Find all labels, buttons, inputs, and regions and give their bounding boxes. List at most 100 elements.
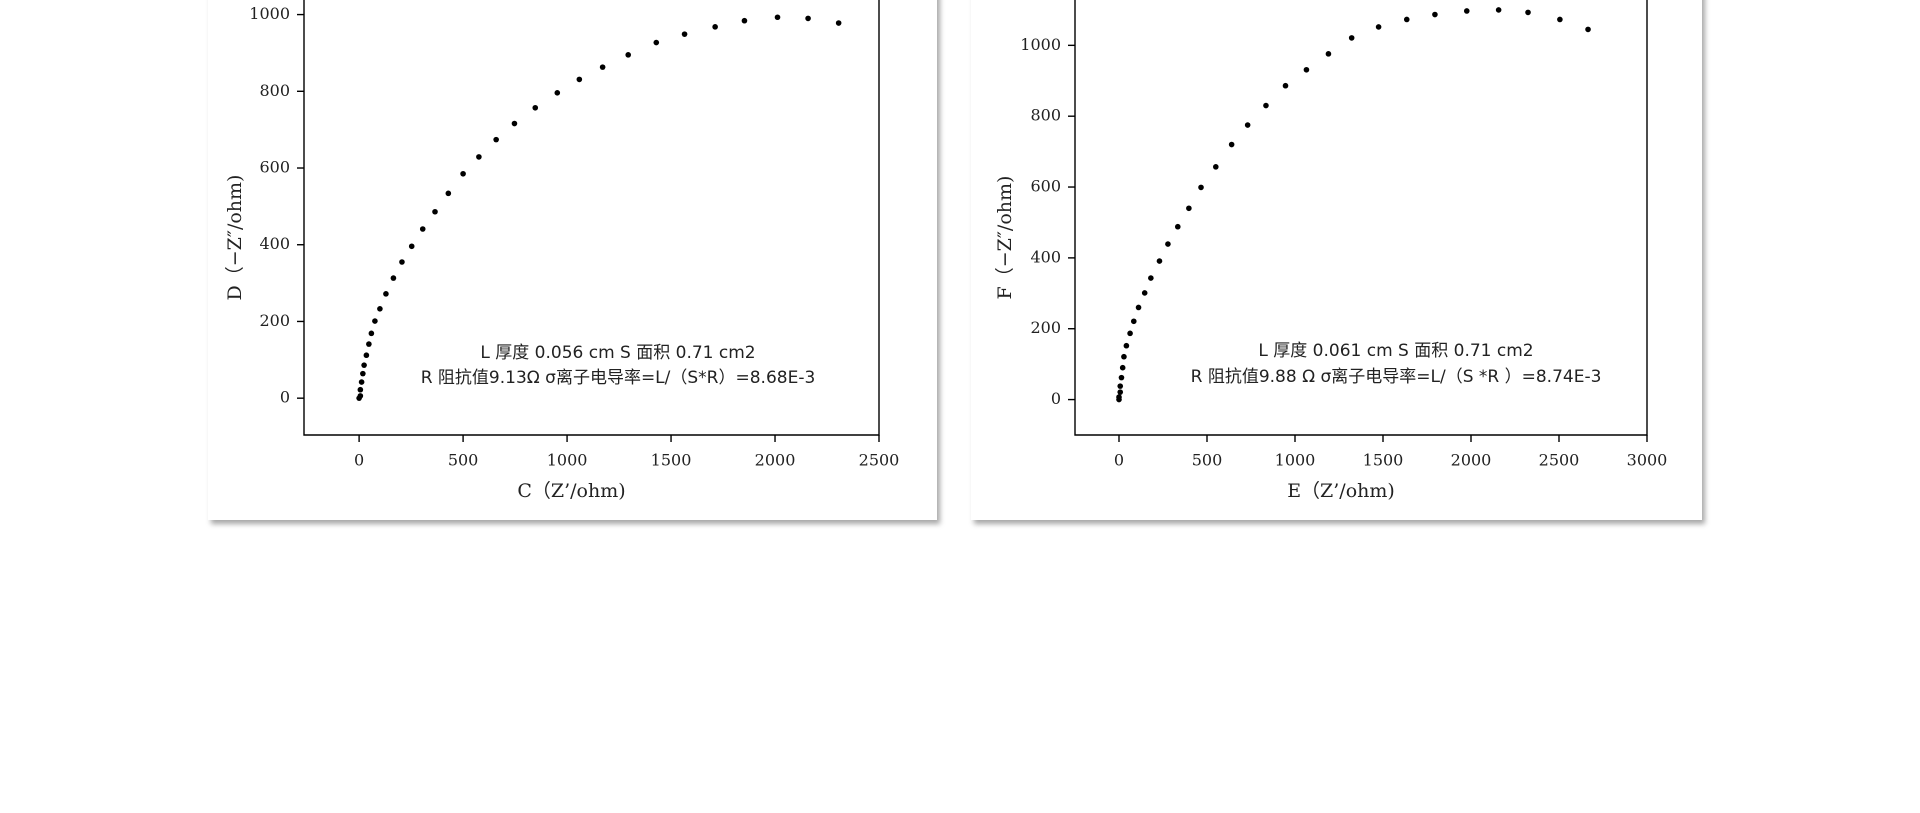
y-tick-label: 600 [1030, 177, 1061, 196]
chart-card [208, 0, 937, 520]
data-point [358, 379, 365, 385]
data-point [625, 52, 632, 58]
data-point [1165, 241, 1171, 247]
data-point [1174, 223, 1181, 230]
data-point [357, 393, 364, 399]
data-point [476, 154, 482, 160]
data-point [835, 20, 842, 26]
chart-card [971, 0, 1702, 520]
y-tick-label: 0 [1051, 389, 1061, 408]
x-tick-label: 2500 [859, 451, 900, 470]
data-point [1148, 275, 1154, 281]
data-point [599, 64, 606, 70]
data-point [681, 31, 688, 37]
data-point [493, 136, 499, 143]
y-tick-label: 200 [259, 311, 290, 330]
y-tick-label: 0 [280, 388, 290, 407]
data-point [712, 24, 718, 30]
data-point [741, 17, 748, 24]
data-point [399, 259, 405, 265]
data-point [460, 170, 466, 177]
data-point [1118, 374, 1125, 381]
data-point [1585, 26, 1591, 33]
annotation: R 阻抗值9.88 Ω σ离子电导率=L/（S *R ）=8.74E-3 [1191, 367, 1602, 387]
data-point [1375, 24, 1382, 30]
data-point [383, 291, 389, 297]
y-tick-label: 600 [259, 158, 290, 177]
data-point [1244, 122, 1251, 128]
x-tick-label: 3000 [1627, 451, 1668, 470]
data-point [368, 330, 375, 337]
axis-frame [303, 0, 880, 436]
data-point [1116, 394, 1122, 400]
annotation: L 厚度 0.061 cm S 面积 0.71 cm2 [1258, 341, 1533, 361]
y-axis-label: F（−Z″/ohm) [994, 176, 1016, 300]
data-point [1156, 258, 1163, 264]
data-point [1325, 51, 1332, 57]
data-point [1213, 164, 1219, 170]
axis-frame [1074, 0, 1648, 436]
data-point [363, 352, 370, 359]
annotation: L 厚度 0.056 cm S 面积 0.71 cm2 [480, 343, 755, 363]
data-point [1119, 364, 1126, 371]
x-tick-label: 1500 [651, 451, 692, 470]
x-axis-label: E（Z’/ohm) [1287, 480, 1395, 502]
data-point [1495, 7, 1502, 13]
x-tick-label: 2000 [1451, 451, 1492, 470]
data-point [1127, 330, 1133, 337]
y-tick-label: 1000 [249, 4, 290, 23]
data-point [1135, 304, 1142, 311]
x-tick-label: 500 [448, 451, 479, 470]
y-tick-label: 400 [1030, 247, 1061, 266]
x-tick-label: 1500 [1363, 451, 1404, 470]
data-point [360, 370, 366, 377]
data-point [1525, 9, 1531, 16]
x-tick-label: 0 [1114, 451, 1124, 470]
data-point [1282, 82, 1289, 89]
data-point [390, 275, 397, 281]
data-point [1117, 389, 1124, 395]
y-tick-label: 800 [259, 81, 290, 100]
data-point [1198, 184, 1204, 191]
data-point [408, 243, 415, 250]
x-axis-label: C（Z’/ohm) [517, 480, 625, 502]
data-point [419, 226, 426, 232]
data-point [1117, 383, 1124, 389]
data-point [1123, 342, 1130, 349]
data-point [377, 305, 383, 312]
data-point [1557, 16, 1563, 23]
data-point [357, 386, 364, 393]
data-point [1121, 353, 1127, 360]
data-point [445, 190, 452, 197]
x-tick-label: 0 [354, 451, 364, 470]
y-tick-label: 1000 [1020, 35, 1061, 54]
data-point [653, 39, 660, 46]
y-tick-label: 200 [1030, 318, 1061, 337]
data-point [1263, 102, 1269, 109]
data-point [1432, 11, 1438, 18]
y-axis-label: D（−Z″/ohm) [224, 175, 246, 301]
data-point [1141, 290, 1148, 296]
data-point [511, 120, 518, 127]
data-point [1130, 318, 1137, 325]
data-point [1186, 205, 1192, 212]
x-tick-label: 2500 [1539, 451, 1580, 470]
annotation: R 阻抗值9.13Ω σ离子电导率=L/（S*R）=8.68E-3 [421, 368, 816, 388]
y-tick-label: 800 [1030, 106, 1061, 125]
data-point [372, 318, 378, 324]
data-point [1303, 66, 1310, 73]
x-tick-label: 500 [1192, 451, 1223, 470]
data-point [774, 14, 781, 21]
data-point [1463, 8, 1470, 14]
data-point [1228, 141, 1235, 148]
data-point [1403, 16, 1410, 23]
x-tick-label: 1000 [547, 451, 588, 470]
x-tick-label: 1000 [1275, 451, 1316, 470]
data-point [576, 76, 583, 83]
data-point [532, 104, 539, 111]
data-point [1348, 35, 1355, 41]
y-tick-label: 400 [259, 234, 290, 253]
data-point [554, 90, 561, 96]
